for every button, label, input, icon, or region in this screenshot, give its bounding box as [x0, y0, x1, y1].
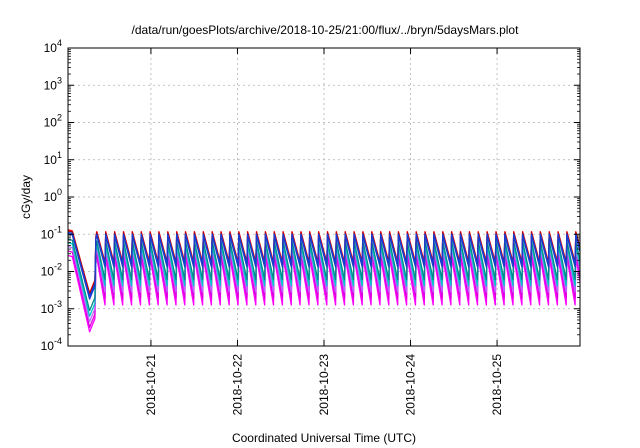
y-tick-label: 10-4	[41, 336, 62, 353]
y-tick-label: 10-1	[41, 224, 62, 241]
series-line	[67, 230, 581, 296]
x-tick-label: 2018-10-25	[490, 354, 504, 416]
y-axis: 10-4 10-3 10-2 10-1 100 101 102 103 104	[41, 38, 580, 353]
y-tick-label: 100	[44, 187, 62, 204]
x-axis: 2018-10-21 2018-10-22 2018-10-23 2018-10-24…	[144, 48, 504, 415]
y-tick-label: 104	[44, 38, 62, 55]
series-line	[67, 231, 581, 298]
series-group	[67, 229, 581, 333]
y-tick-label: 103	[44, 75, 62, 92]
x-tick-label: 2018-10-22	[230, 354, 244, 416]
series-line	[67, 229, 581, 294]
x-tick-label: 2018-10-21	[144, 354, 158, 416]
x-tick-label: 2018-10-23	[317, 354, 331, 416]
x-axis-label: Coordinated Universal Time (UTC)	[232, 431, 416, 445]
y-tick-label: 101	[44, 150, 62, 167]
y-axis-label: cGy/day	[19, 175, 33, 219]
y-tick-label: 10-2	[41, 262, 62, 279]
y-tick-label: 10-3	[41, 299, 62, 316]
x-tick-label: 2018-10-24	[404, 354, 418, 416]
chart-title: /data/run/goesPlots/archive/2018-10-25/2…	[132, 23, 520, 37]
y-tick-label: 102	[44, 113, 62, 130]
series-line	[67, 233, 581, 300]
